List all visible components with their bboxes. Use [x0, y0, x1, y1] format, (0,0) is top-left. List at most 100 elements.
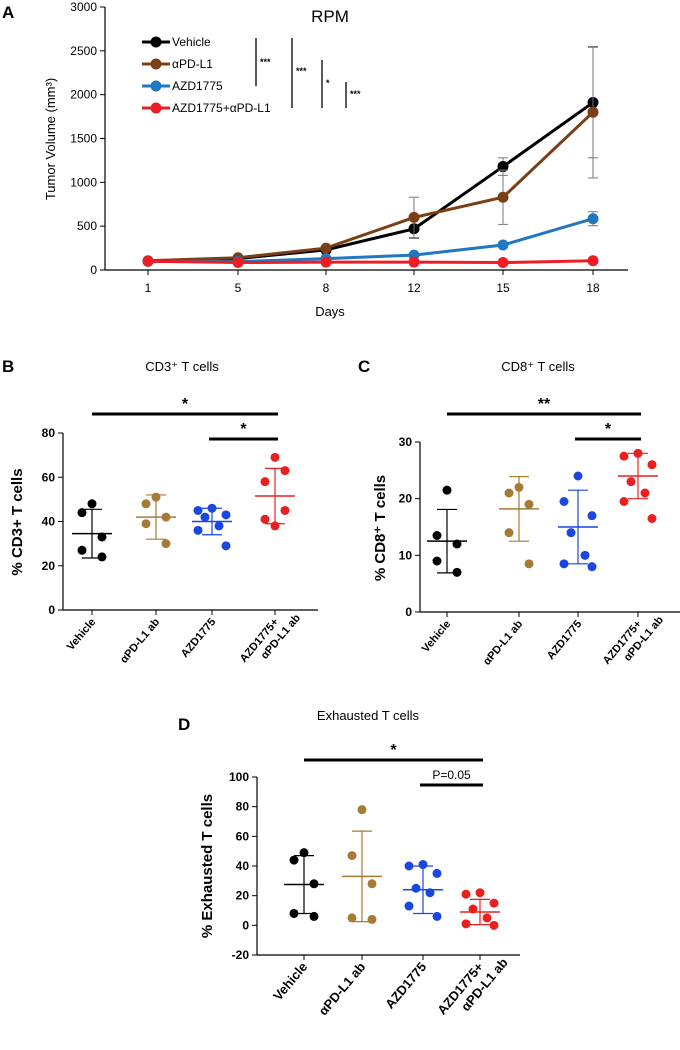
plot-area-b: 0 20 40 60 80 Vehicle αPD-L1 ab AZD1775 AZD1775+… — [42, 396, 318, 674]
data-point — [640, 488, 650, 498]
data-point — [504, 488, 514, 498]
data-point-a — [497, 191, 509, 203]
x-tick-label-a: 5 — [235, 281, 242, 295]
group-1 — [427, 485, 467, 577]
legend-label: AZD1775+αPD-L1 — [172, 101, 271, 115]
data-point — [289, 855, 299, 865]
group-4 — [460, 888, 500, 930]
y-tick-label: 100 — [229, 770, 249, 784]
series-line-a — [147, 259, 594, 265]
x-category-label-line: Vehicle — [65, 616, 99, 653]
data-point — [559, 559, 569, 569]
data-point — [289, 908, 299, 918]
data-point — [77, 545, 87, 555]
group-2 — [342, 805, 382, 924]
y-tick-label: 0 — [405, 605, 412, 619]
data-point — [404, 901, 414, 911]
significance-label: * — [390, 742, 397, 759]
series-4-a — [142, 255, 599, 269]
data-point — [442, 485, 452, 495]
group-1 — [284, 848, 324, 921]
x-category-label-line: AZD1775 — [545, 618, 584, 662]
data-point — [200, 512, 210, 522]
group-2 — [136, 492, 176, 549]
data-point — [432, 556, 442, 566]
legend-swatch-dot — [150, 80, 162, 92]
y-tick-label-a: 0 — [90, 263, 97, 277]
x-category-label: AZD1775 — [545, 618, 584, 662]
group-4 — [255, 452, 295, 531]
data-point — [647, 460, 657, 470]
x-category-label: αPD-L1 ab — [118, 616, 162, 666]
data-point-a — [408, 256, 420, 268]
x-tick-label-a: 15 — [496, 281, 510, 295]
data-point — [260, 477, 270, 487]
data-point — [514, 482, 524, 492]
data-point — [260, 514, 270, 524]
x-category-label: AZD1775+αPD-L1 ab — [434, 945, 511, 1028]
x-tick-label-a: 8 — [323, 281, 330, 295]
x-category-label-line: Vehicle — [420, 618, 454, 655]
y-tick-label: 0 — [242, 918, 249, 932]
panel-a: A RPM Days Tumor Volume (mm³) 0500100015… — [2, 0, 628, 319]
y-tick-label: 20 — [42, 559, 56, 573]
data-point — [141, 519, 151, 529]
data-point — [357, 805, 367, 815]
significance-label: ** — [538, 396, 551, 413]
data-point — [626, 477, 636, 487]
panel-label-a: A — [2, 3, 14, 22]
panel-b: B CD3⁺ T cells % CD3+ T cells 0 20 40 60 80 V… — [2, 357, 318, 674]
data-point — [587, 511, 597, 521]
panel-label-c: C — [358, 357, 370, 376]
data-point — [97, 552, 107, 562]
data-point — [619, 497, 629, 506]
x-tick-label-a: 12 — [407, 281, 421, 295]
data-point — [461, 919, 471, 929]
significance-label-a: * — [326, 78, 330, 88]
legend-label: AZD1775 — [172, 79, 223, 93]
significance-label-a: *** — [260, 57, 271, 67]
significance-label: * — [182, 396, 189, 413]
panel-label-b: B — [2, 357, 14, 376]
series-line-a — [147, 111, 595, 263]
y-axis-label-b: % CD3+ T cells — [9, 468, 26, 575]
data-point — [524, 559, 534, 569]
significance-label-a: *** — [296, 66, 307, 76]
x-category-label: Vehicle — [65, 616, 99, 653]
x-category-label-line: AZD1775 — [382, 959, 429, 1011]
data-point — [367, 914, 377, 924]
data-point — [468, 904, 478, 914]
data-point-a — [320, 256, 332, 268]
data-point — [309, 911, 319, 921]
data-point — [221, 510, 231, 520]
x-category-label: αPD-L1 ab — [315, 959, 368, 1018]
data-point — [280, 466, 290, 476]
data-point — [221, 541, 231, 551]
group-3 — [403, 860, 443, 921]
x-category-label: AZD1775 — [382, 959, 429, 1011]
panel-c: C CD8⁺ T cells % CD8⁺ T cells 0 10 20 30 Veh… — [358, 357, 680, 668]
data-point — [452, 567, 462, 577]
data-point — [151, 492, 161, 502]
y-tick-label-a: 3000 — [70, 0, 97, 14]
x-category-label-line: αPD-L1 ab — [118, 616, 162, 666]
x-category-label: Vehicle — [270, 959, 310, 1003]
legend-swatch-dot — [150, 58, 162, 70]
x-category-label: AZD1775+αPD-L1 ab — [238, 603, 303, 674]
data-point — [482, 913, 492, 923]
legend-label: αPD-L1 — [172, 57, 213, 71]
data-point — [504, 528, 514, 538]
data-point — [425, 888, 435, 898]
data-point — [573, 471, 583, 481]
panel-label-d: D — [178, 715, 190, 734]
data-point — [566, 528, 576, 538]
data-point — [580, 550, 590, 560]
x-category-label: αPD-L1 ab — [481, 618, 525, 668]
data-point-a — [587, 213, 599, 225]
x-category-label-line: Vehicle — [270, 959, 310, 1003]
y-tick-label-a: 1500 — [70, 132, 97, 146]
data-point — [367, 879, 377, 889]
data-point — [587, 562, 597, 572]
x-category-label: AZD1775 — [179, 616, 218, 660]
